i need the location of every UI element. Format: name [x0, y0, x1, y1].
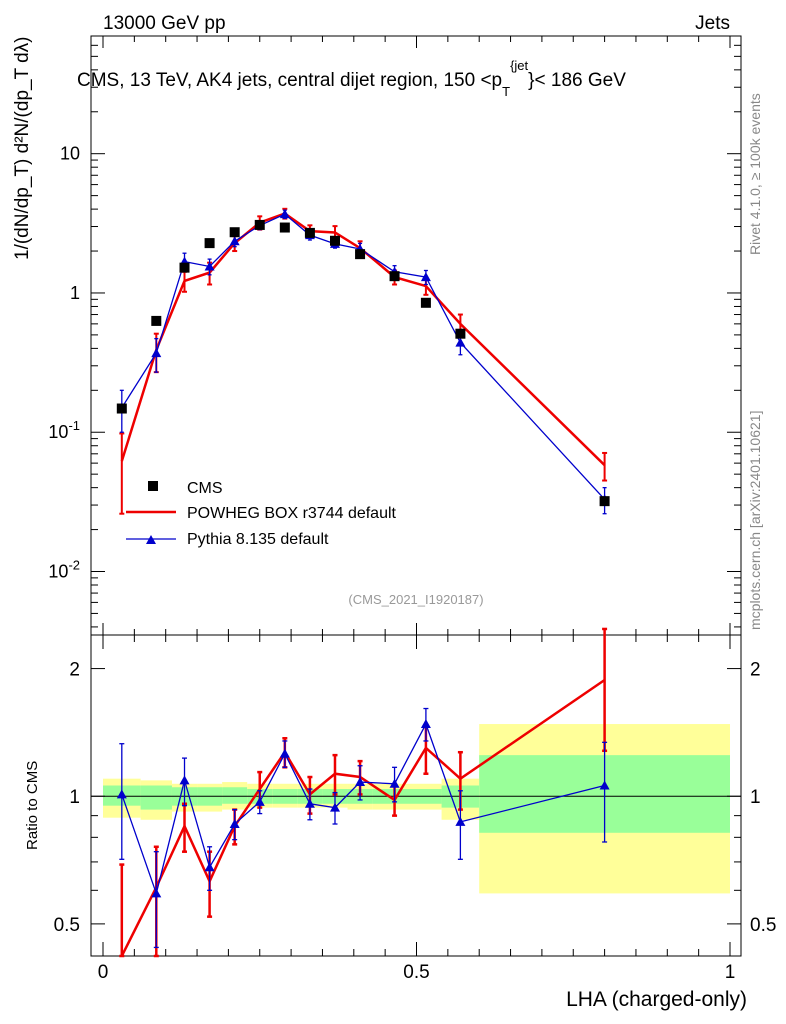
- main-y-tick-label: 10: [60, 144, 80, 164]
- plot-title-sup: {jet: [510, 58, 528, 73]
- main-y-tick-label: 1: [70, 283, 80, 303]
- powheg-ratio-line: [120, 678, 606, 957]
- plot-title-main: CMS, 13 TeV, AK4 jets, central dijet reg…: [77, 70, 502, 91]
- legend-cms-label: CMS: [187, 480, 223, 497]
- pythia-ratio-point: [355, 777, 366, 787]
- header-left: 13000 GeV pp: [103, 13, 226, 34]
- pythia-ratio-point: [254, 796, 265, 806]
- ratio-bands: [103, 724, 730, 894]
- pythia-point: [204, 261, 215, 271]
- cms-data-point: [254, 219, 265, 230]
- pythia-ratio-point: [279, 748, 290, 758]
- pythia-ratio-point: [329, 802, 340, 812]
- cms-data-point: [304, 227, 315, 238]
- cms-data-point: [599, 496, 610, 507]
- ratio-ticks: 0.5 0.5 1 1 2 2 0 0.5 1: [54, 635, 776, 983]
- header-right: Jets: [695, 13, 730, 34]
- x-axis-title: LHA (charged-only): [566, 988, 747, 1011]
- legend-cms-marker: [148, 481, 158, 491]
- main-ticks: 10-2 10-1 1 10: [48, 35, 741, 635]
- ratio-y-tick-label-left: 0.5: [54, 915, 80, 936]
- pythia-ratio-point: [389, 778, 400, 788]
- ratio-panel: 0.5 0.5 1 1 2 2 0 0.5 1 Ratio to CMS LHA (charge…: [24, 627, 776, 1011]
- ratio-y-axis-title: Ratio to CMS: [24, 761, 41, 850]
- cms-data-point: [179, 262, 190, 273]
- legend: CMS POWHEG BOX r3744 default Pythia 8.13…: [126, 480, 397, 548]
- pythia-ratio-point: [455, 816, 466, 826]
- pythia-point: [455, 337, 466, 347]
- powheg-line: [120, 212, 606, 467]
- main-y-tick-label: 10-1: [48, 418, 80, 442]
- cms-data-point: [355, 249, 366, 260]
- main-panel: 10-2 10-1 1 10 CMS, 13 TeV, AK4 jets, centr…: [12, 35, 742, 636]
- pythia-line: [121, 213, 606, 500]
- cms-data-point: [455, 328, 466, 339]
- pythia-ratio-point: [204, 862, 215, 872]
- y-title-main: 1/(dN/dp_T) d²N/(dp_T dλ): [12, 36, 33, 260]
- main-series: [116, 207, 610, 515]
- ratio-y-tick-label-right: 0.5: [750, 915, 776, 936]
- pythia-ratio-point: [229, 819, 240, 829]
- ratio-inner-band: [140, 785, 172, 810]
- mcplots-label: mcplots.cern.ch [arXiv:2401.10621]: [747, 411, 763, 630]
- ratio-series: [116, 627, 610, 958]
- plot-title-tail: }< 186 GeV: [528, 70, 626, 91]
- cms-data-point: [420, 297, 431, 308]
- pythia-ratio-point: [179, 775, 190, 785]
- pythia-ratio-point: [599, 780, 610, 790]
- ratio-y-tick-label-left: 1: [69, 787, 80, 808]
- pythia-point: [279, 209, 290, 219]
- ratio-y-tick-label-right: 2: [750, 660, 761, 681]
- cms-data-point: [116, 403, 127, 414]
- pythia-ratio-point: [420, 719, 431, 729]
- x-tick-label: 0: [98, 962, 109, 983]
- ratio-y-tick-label-left: 2: [69, 660, 80, 681]
- main-y-axis-title: 1/(dN/dp_T) d²N/(dp_T dλ): [12, 36, 33, 260]
- rivet-version-label: Rivet 4.1.0, ≥ 100k events: [747, 93, 763, 255]
- cms-data-point: [151, 315, 162, 326]
- pythia-point: [151, 348, 162, 358]
- cms-data-point: [329, 235, 340, 246]
- pythia-point: [229, 236, 240, 246]
- pythia-ratio-point: [116, 789, 127, 799]
- cms-data-point: [389, 271, 400, 282]
- ratio-y-tick-label-right: 1: [750, 787, 761, 808]
- pythia-ratio-line: [121, 722, 605, 896]
- cms-data-point: [204, 238, 215, 249]
- legend-pythia-marker: [146, 535, 156, 544]
- pythia-point: [420, 272, 431, 282]
- cms-data-point: [229, 227, 240, 238]
- x-tick-label: 1: [725, 962, 736, 983]
- plot-title-sub: T: [502, 84, 510, 99]
- legend-powheg-label: POWHEG BOX r3744 default: [187, 505, 397, 522]
- cms-data-point: [279, 222, 290, 233]
- legend-pythia-label: Pythia 8.135 default: [187, 531, 329, 548]
- pythia-ratio-point: [151, 888, 162, 898]
- ratio-inner-band: [222, 787, 248, 804]
- plot-title: CMS, 13 TeV, AK4 jets, central dijet reg…: [77, 58, 626, 99]
- pythia-ratio-point: [304, 798, 315, 808]
- main-y-tick-label: 10-2: [48, 558, 80, 582]
- analysis-watermark: (CMS_2021_I1920187): [348, 592, 483, 607]
- x-tick-label: 0.5: [403, 962, 429, 983]
